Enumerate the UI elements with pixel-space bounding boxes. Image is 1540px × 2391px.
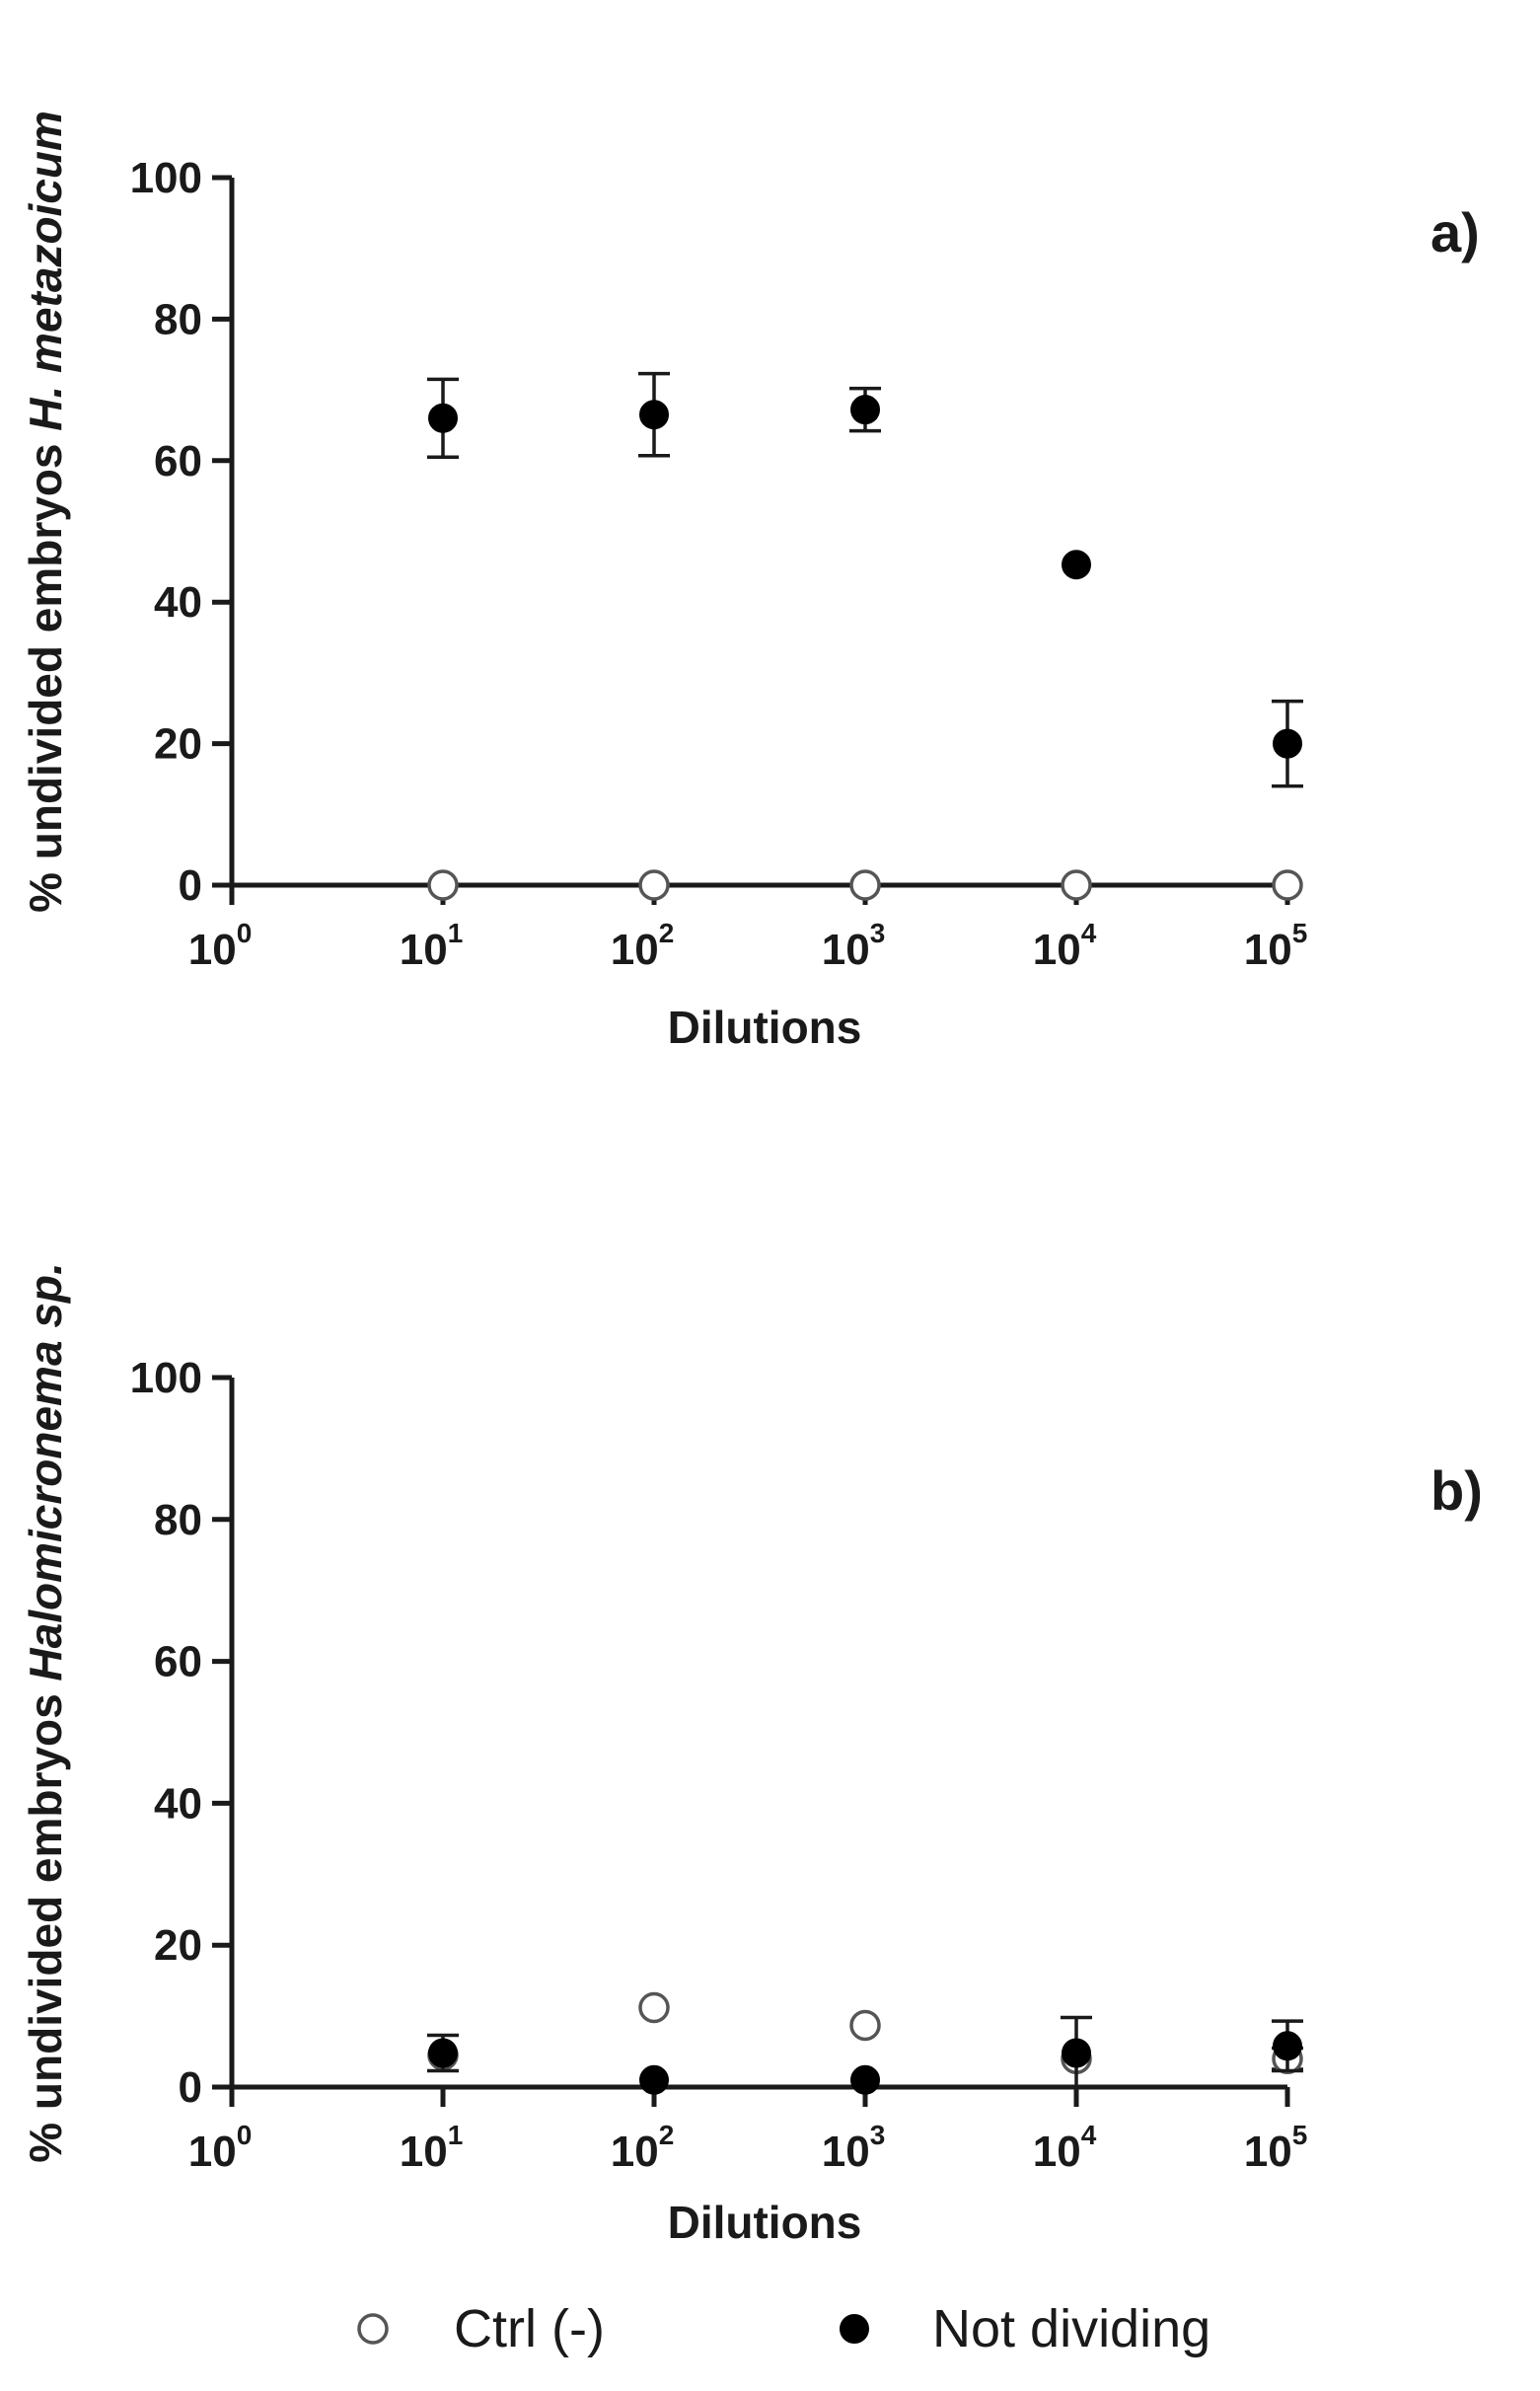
x-tick-label: 101 bbox=[400, 2120, 464, 2176]
ctrl-data-point bbox=[1272, 869, 1303, 901]
y-tick-label: 0 bbox=[179, 861, 202, 910]
x-tick-label: 104 bbox=[1033, 918, 1097, 974]
ctrl-data-point bbox=[638, 869, 670, 901]
x-tick-label: 105 bbox=[1244, 918, 1308, 974]
y-axis-title: % undivided embryos H. metazoicum bbox=[20, 111, 71, 913]
y-tick-label: 100 bbox=[130, 154, 202, 202]
not-dividing-data-point bbox=[639, 400, 669, 430]
chart-a: 0 20 40 60 80 100 100 101 102 103 104 105 Dilutions%… bbox=[20, 111, 1480, 1053]
x-tick-label: 100 bbox=[188, 918, 253, 974]
legend-label: Ctrl (-) bbox=[454, 2299, 605, 2358]
ctrl-data-point bbox=[427, 869, 459, 901]
ctrl-data-point bbox=[849, 2009, 881, 2042]
x-tick-label: 102 bbox=[611, 2120, 675, 2176]
not-dividing-data-point bbox=[1273, 728, 1302, 759]
ctrl-data-point bbox=[1061, 869, 1092, 901]
not-dividing-data-point bbox=[850, 2064, 880, 2095]
x-tick-label: 101 bbox=[400, 918, 464, 974]
x-tick-label: 105 bbox=[1244, 2120, 1308, 2176]
y-tick-label: 80 bbox=[154, 295, 202, 343]
not-dividing-data-point bbox=[1062, 2038, 1091, 2068]
y-tick-label: 100 bbox=[130, 1354, 202, 1402]
legend-label: Not dividing bbox=[932, 2299, 1210, 2358]
y-tick-label: 40 bbox=[154, 1779, 202, 1828]
not-dividing-data-point bbox=[428, 2038, 458, 2068]
ctrl-data-point bbox=[638, 1991, 670, 2024]
legend: Ctrl (-) Not dividing bbox=[357, 2299, 1210, 2358]
panel-label: a) bbox=[1430, 201, 1480, 263]
x-tick-label: 100 bbox=[188, 2120, 253, 2176]
not-dividing-data-point bbox=[428, 403, 458, 433]
legend-not-dividing-marker bbox=[840, 2314, 869, 2344]
x-tick-label: 102 bbox=[611, 918, 675, 974]
not-dividing-data-point bbox=[850, 395, 880, 425]
panel-label: b) bbox=[1430, 1459, 1483, 1522]
y-axis-title: % undivided embryos Halomicronema sp. bbox=[20, 1262, 71, 2163]
x-tick-label: 103 bbox=[822, 918, 886, 974]
chart-b: 0 20 40 60 80 100 100 101 102 103 104 105 Dilutions%… bbox=[20, 1262, 1483, 2248]
y-tick-label: 60 bbox=[154, 437, 202, 486]
not-dividing-data-point bbox=[1062, 550, 1091, 580]
x-axis-title: Dilutions bbox=[668, 1002, 862, 1053]
y-tick-label: 40 bbox=[154, 578, 202, 627]
ctrl-data-point bbox=[849, 869, 881, 901]
not-dividing-data-point bbox=[1273, 2031, 1302, 2061]
y-tick-label: 80 bbox=[154, 1496, 202, 1544]
x-axis-title: Dilutions bbox=[668, 2197, 862, 2248]
y-tick-label: 20 bbox=[154, 720, 202, 769]
x-tick-label: 103 bbox=[822, 2120, 886, 2176]
not-dividing-data-point bbox=[639, 2064, 669, 2095]
x-tick-label: 104 bbox=[1033, 2120, 1097, 2176]
legend-ctrl-marker bbox=[357, 2313, 389, 2345]
y-tick-label: 20 bbox=[154, 1921, 202, 1970]
y-tick-label: 60 bbox=[154, 1638, 202, 1686]
y-tick-label: 0 bbox=[179, 2063, 202, 2112]
